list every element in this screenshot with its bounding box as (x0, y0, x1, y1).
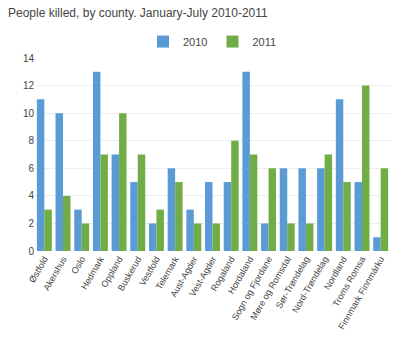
svg-text:Akershus: Akershus (41, 254, 69, 292)
svg-text:Hordaland: Hordaland (226, 255, 255, 296)
svg-text:6: 6 (28, 163, 34, 174)
svg-text:2011: 2011 (252, 36, 276, 48)
svg-text:12: 12 (23, 80, 35, 91)
svg-text:Hedmark: Hedmark (79, 254, 106, 291)
svg-text:10: 10 (23, 108, 35, 119)
svg-text:Vestfold: Vestfold (137, 255, 162, 288)
svg-text:Oslo: Oslo (69, 255, 87, 276)
svg-text:Sogn og Fjordane: Sogn og Fjordane (230, 255, 274, 322)
svg-text:14: 14 (23, 53, 35, 64)
svg-text:2010: 2010 (183, 36, 207, 48)
svg-text:8: 8 (28, 135, 34, 146)
svg-text:Nord-Trøndelag: Nord-Trøndelag (290, 255, 330, 315)
svg-text:Finnmark Finnmárku: Finnmark Finnmárku (336, 255, 386, 331)
svg-text:People killed, by county. Janu: People killed, by county. January-July 2… (8, 6, 268, 20)
svg-text:Østfold: Østfold (27, 255, 50, 285)
svg-text:Nordland: Nordland (322, 255, 349, 292)
svg-text:Sør-Trøndelag: Sør-Trøndelag (274, 255, 312, 310)
svg-text:Vest-Agder: Vest-Agder (187, 255, 218, 299)
svg-text:4: 4 (28, 190, 34, 201)
svg-text:Buskerud: Buskerud (116, 255, 144, 293)
svg-text:2: 2 (28, 218, 34, 229)
svg-text:Møre og Romsdal: Møre og Romsdal (248, 255, 292, 322)
svg-text:Rogaland: Rogaland (209, 255, 237, 293)
svg-text:Troms Romsa: Troms Romsa (331, 255, 368, 309)
svg-text:Aust-Agder: Aust-Agder (168, 255, 199, 299)
svg-text:0: 0 (28, 246, 34, 257)
svg-text:Oppland: Oppland (99, 255, 125, 289)
svg-text:Telemark: Telemark (154, 254, 181, 291)
